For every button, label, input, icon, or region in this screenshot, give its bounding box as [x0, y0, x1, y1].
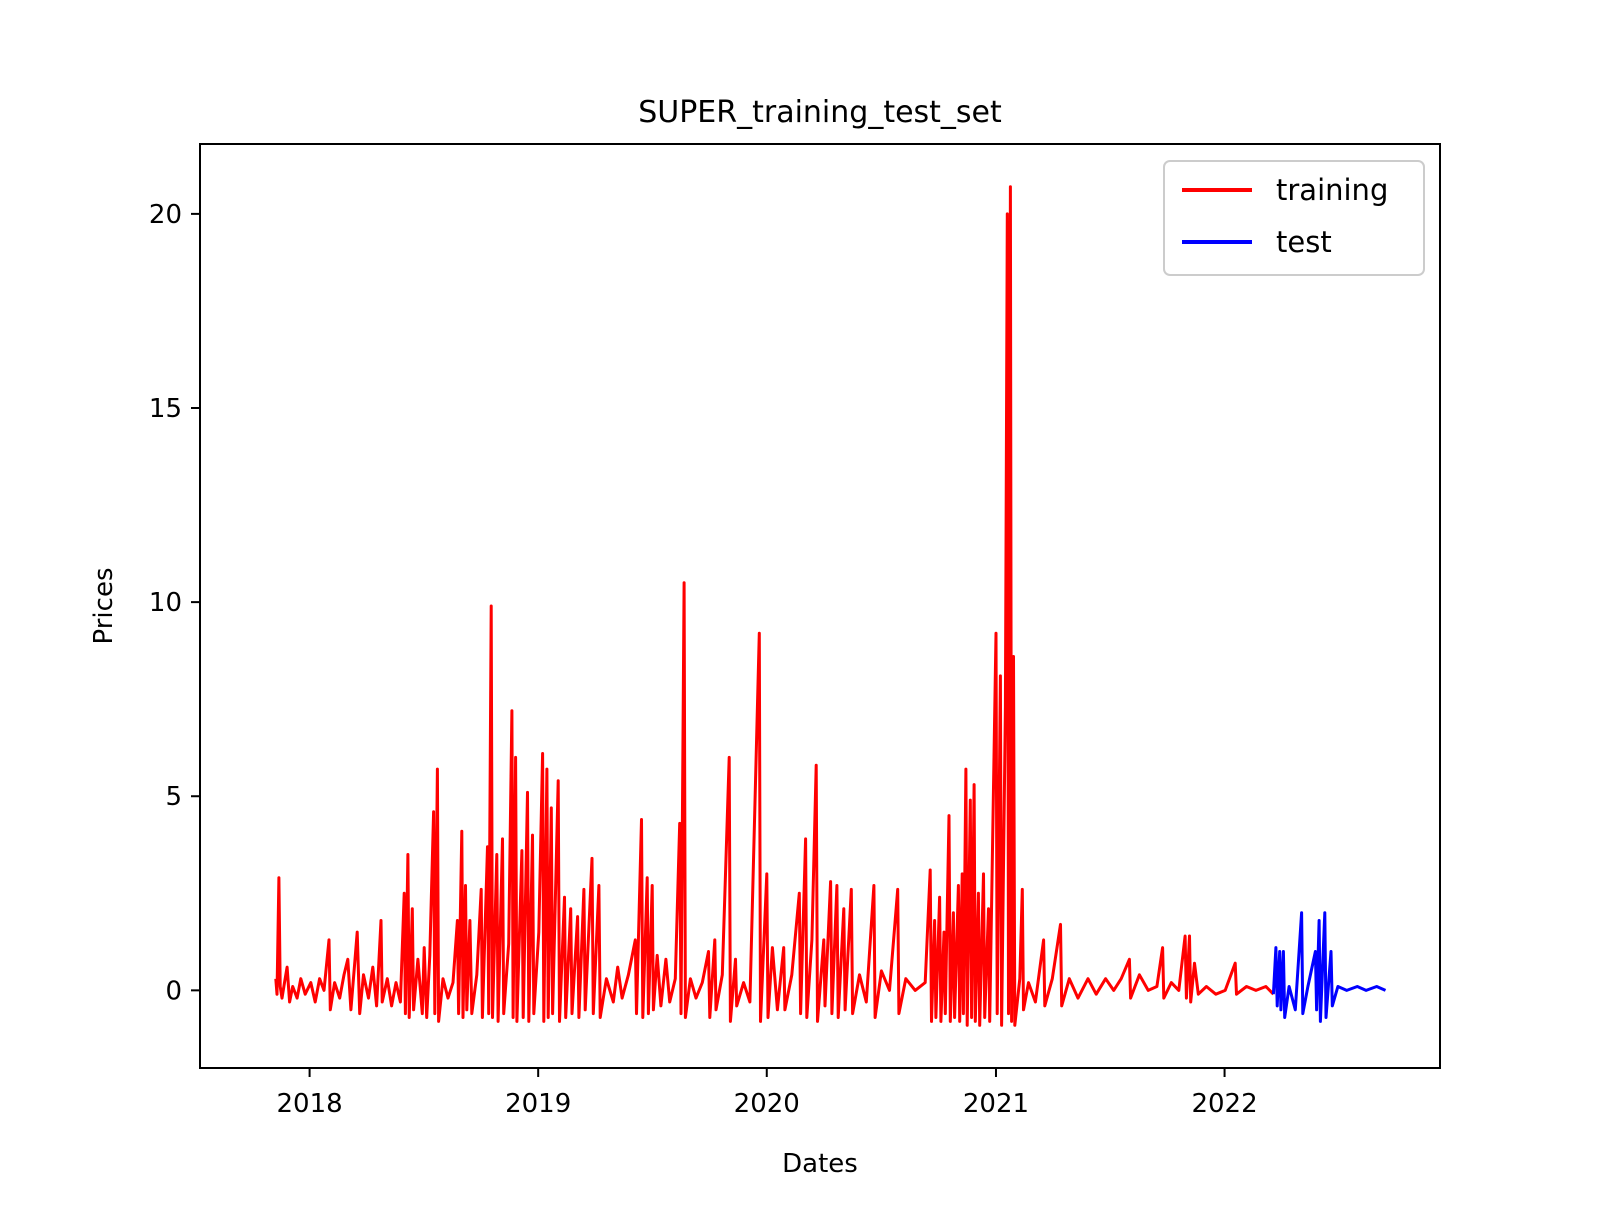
- x-tick-label: 2022: [1191, 1089, 1257, 1119]
- y-axis: 0 5 10 15 20: [149, 200, 200, 1006]
- y-tick-label: 5: [165, 782, 182, 812]
- y-tick-label: 10: [149, 588, 182, 618]
- x-tick-label: 2019: [505, 1089, 571, 1119]
- y-tick-label: 15: [149, 394, 182, 424]
- legend-label-training: training: [1276, 173, 1388, 207]
- legend-label-test: test: [1276, 225, 1332, 259]
- legend: training test: [1163, 160, 1425, 276]
- x-tick-label: 2020: [734, 1089, 800, 1119]
- x-tick-label: 2021: [963, 1089, 1029, 1119]
- x-tick-label: 2018: [277, 1089, 343, 1119]
- series-line-training: [274, 185, 1275, 1027]
- axes-frame: [199, 143, 1441, 1069]
- x-axis: 2018 2019 2020 2021 2022: [277, 1068, 1258, 1119]
- chart-title: SUPER_training_test_set: [638, 95, 1002, 130]
- y-tick-label: 20: [149, 200, 182, 230]
- y-axis-label: Prices: [89, 568, 119, 645]
- plot-lines: [274, 185, 1387, 1027]
- y-tick-label: 0: [165, 976, 182, 1006]
- series-line-test: [1271, 911, 1387, 1023]
- x-axis-label: Dates: [782, 1149, 858, 1179]
